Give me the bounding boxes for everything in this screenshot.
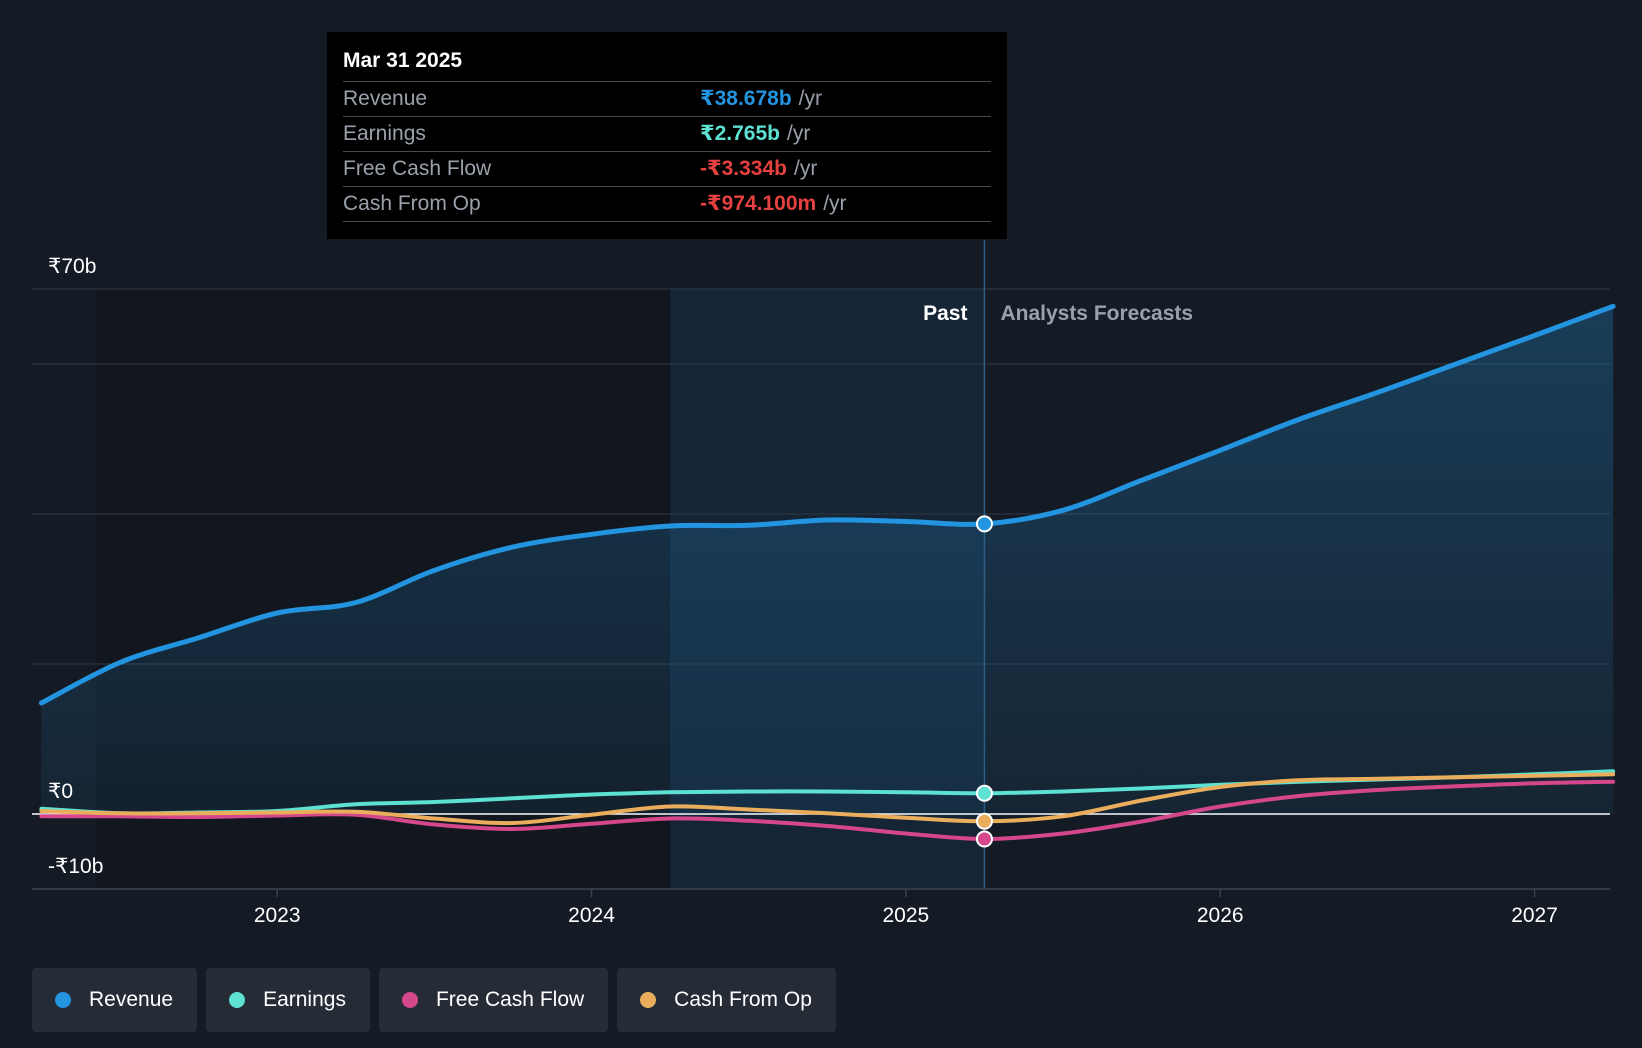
tooltip-label: Earnings [343, 122, 426, 145]
free-cash-flow-line [39, 779, 1616, 841]
cash-from-op-line [39, 772, 1616, 826]
tooltip-label: Cash From Op [343, 192, 481, 215]
past-label: Past [923, 302, 967, 325]
revenue-line [38, 303, 1616, 706]
tooltip-value: ₹38.678b [700, 87, 792, 110]
legend-item-cash-from-op[interactable]: Cash From Op [617, 968, 836, 1032]
tooltip-value: -₹3.334b [700, 157, 787, 180]
y-tick-label: ₹0 [48, 780, 73, 803]
forecast-label: Analysts Forecasts [1000, 302, 1193, 325]
tooltip-value: ₹2.765b [700, 122, 780, 145]
tooltip-row-free-cash-flow: Free Cash Flow -₹3.334b /yr [343, 151, 991, 186]
x-tick-label: 2023 [254, 904, 301, 927]
legend-item-revenue[interactable]: Revenue [32, 968, 198, 1032]
tooltip-unit: /yr [823, 192, 847, 215]
legend-item-earnings[interactable]: Earnings [206, 968, 370, 1032]
tooltip-label: Free Cash Flow [343, 157, 492, 180]
tooltip-label: Revenue [343, 87, 428, 110]
legend-label: Earnings [263, 988, 346, 1011]
legend-label: Revenue [89, 988, 174, 1011]
tooltip-row-earnings: Earnings ₹2.765b /yr [343, 116, 991, 151]
legend-item-free-cash-flow[interactable]: Free Cash Flow [378, 968, 609, 1032]
tooltip-row-revenue: Revenue ₹38.678b /yr [343, 81, 991, 116]
legend-label: Cash From Op [674, 988, 812, 1011]
tooltip-unit: /yr [793, 157, 818, 180]
revenue-area [41, 306, 1614, 814]
tooltip-unit: /yr [787, 122, 811, 145]
legend: Revenue Earnings Free Cash Flow Cash Fro… [32, 968, 836, 1032]
tooltip-date: Mar 31 2025 [343, 49, 463, 72]
cash-from-op-dot-icon [640, 992, 657, 1008]
free-cash-flow-dot-icon [401, 992, 418, 1008]
tooltip-unit: /yr [798, 87, 822, 110]
legend-label: Free Cash Flow [435, 988, 585, 1011]
x-tick-label: 2025 [883, 904, 930, 927]
tooltip: Mar 31 2025 Revenue ₹38.678b /yr Earning… [327, 32, 1007, 239]
earnings-dot-icon [229, 992, 246, 1008]
y-tick-label: ₹70b [48, 255, 96, 278]
x-tick-label: 2026 [1197, 904, 1244, 927]
revenue-dot-icon [55, 992, 71, 1008]
x-tick-label: 2024 [568, 904, 615, 927]
revenue-marker [975, 515, 993, 533]
tooltip-value: -₹974.100m [700, 192, 817, 215]
x-tick-label: 2027 [1511, 904, 1558, 927]
free-cash-flow-marker [975, 830, 993, 848]
cash-from-op-marker [975, 812, 993, 830]
earnings-marker [975, 784, 993, 802]
y-tick-label: -₹10b [48, 855, 103, 878]
tooltip-row-cash-from-op: Cash From Op -₹974.100m /yr [343, 186, 991, 222]
